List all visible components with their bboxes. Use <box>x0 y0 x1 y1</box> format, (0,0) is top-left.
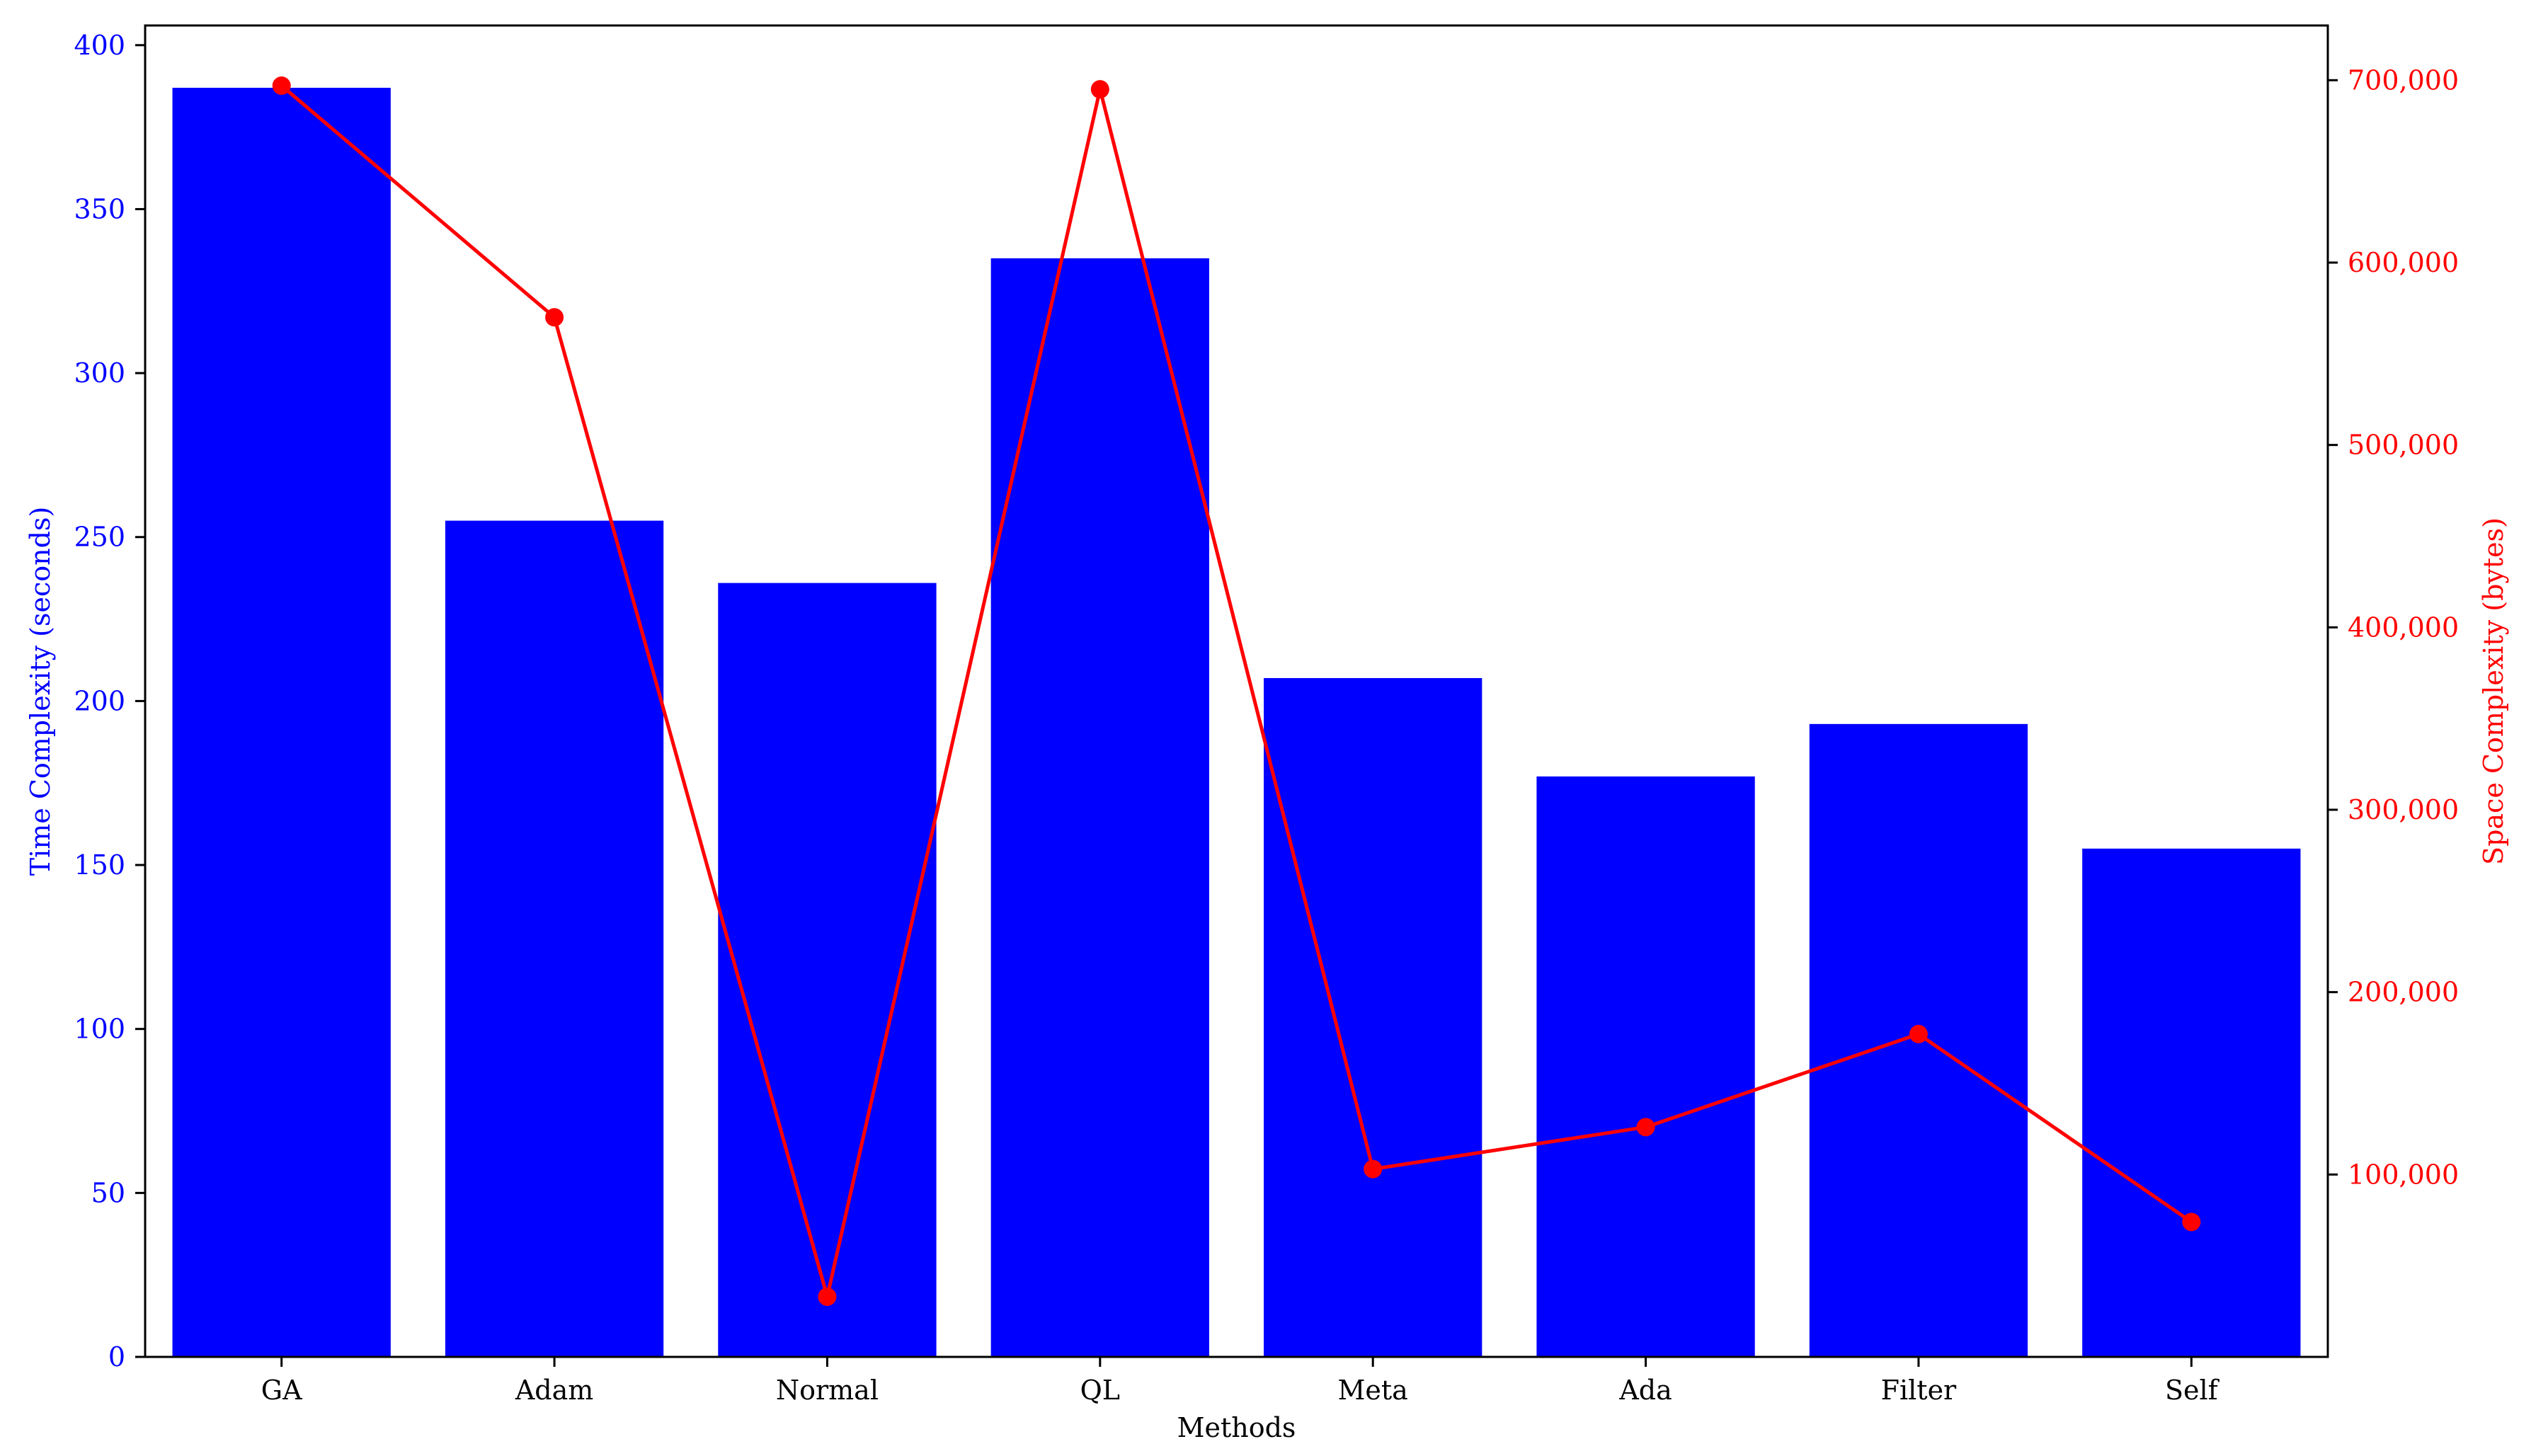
bar-adam <box>445 520 664 1357</box>
left-y-tick-label: 400 <box>74 30 125 61</box>
x-axis-title: Methods <box>1177 1412 1296 1443</box>
left-y-tick-label: 150 <box>74 849 125 881</box>
right-y-tick-label: 100,000 <box>2348 1159 2459 1190</box>
right-y-tick-label: 200,000 <box>2348 977 2459 1008</box>
x-tick-label-meta: Meta <box>1338 1375 1408 1406</box>
right-y-tick-label: 300,000 <box>2348 794 2459 825</box>
right-y-tick-label: 500,000 <box>2348 430 2459 461</box>
line-layer <box>272 76 2201 1306</box>
space-complexity-line <box>280 84 2193 1299</box>
bar-ql <box>990 258 1209 1357</box>
left-y-axis-title: Time Complexity (seconds) <box>25 507 56 876</box>
bar-normal <box>718 583 937 1357</box>
bar-ada <box>1536 776 1755 1357</box>
bars-layer <box>172 88 2301 1357</box>
bar-ga <box>172 88 391 1357</box>
line-point-ql <box>1090 80 1109 99</box>
x-tick-label-self: Self <box>2165 1375 2220 1406</box>
line-point-ada <box>1636 1118 1655 1137</box>
left-y-tick-label: 300 <box>74 357 125 389</box>
right-y-axis-title: Space Complexity (bytes) <box>2478 517 2509 865</box>
left-y-tick-label: 200 <box>74 685 125 716</box>
left-y-axis: 0 50 100 150 200 250 300 350 400 <box>74 30 145 1372</box>
right-y-axis: 100,000 200,000 300,000 400,000 500,000 600,0… <box>2328 64 2459 1190</box>
x-tick-label-adam: Adam <box>515 1375 593 1406</box>
left-y-tick-label: 50 <box>91 1177 125 1208</box>
x-tick-label-ga: GA <box>261 1375 302 1406</box>
left-y-tick-label: 250 <box>74 522 125 553</box>
line-point-adam <box>545 308 564 327</box>
left-y-tick-label: 0 <box>108 1341 125 1372</box>
x-tick-label-ada: Ada <box>1618 1375 1672 1406</box>
x-axis: GA Adam Normal QL Meta Ada Filter Self <box>261 1357 2220 1406</box>
line-point-normal <box>818 1287 837 1306</box>
line-point-self <box>2182 1213 2201 1232</box>
bar-self <box>2082 848 2301 1357</box>
right-y-tick-label: 700,000 <box>2348 64 2459 96</box>
left-y-tick-label: 100 <box>74 1014 125 1045</box>
x-tick-label-ql: QL <box>1080 1375 1120 1406</box>
line-point-ga <box>272 76 291 96</box>
left-y-tick-label: 350 <box>74 193 125 224</box>
x-tick-label-normal: Normal <box>776 1375 879 1406</box>
line-point-filter <box>1909 1024 1928 1043</box>
line-point-meta <box>1364 1159 1383 1179</box>
right-y-tick-label: 600,000 <box>2348 247 2459 278</box>
right-y-tick-label: 400,000 <box>2348 612 2459 643</box>
plot-frame <box>144 24 2329 1358</box>
bar-meta <box>1264 677 1482 1357</box>
x-tick-label-filter: Filter <box>1881 1375 1957 1406</box>
